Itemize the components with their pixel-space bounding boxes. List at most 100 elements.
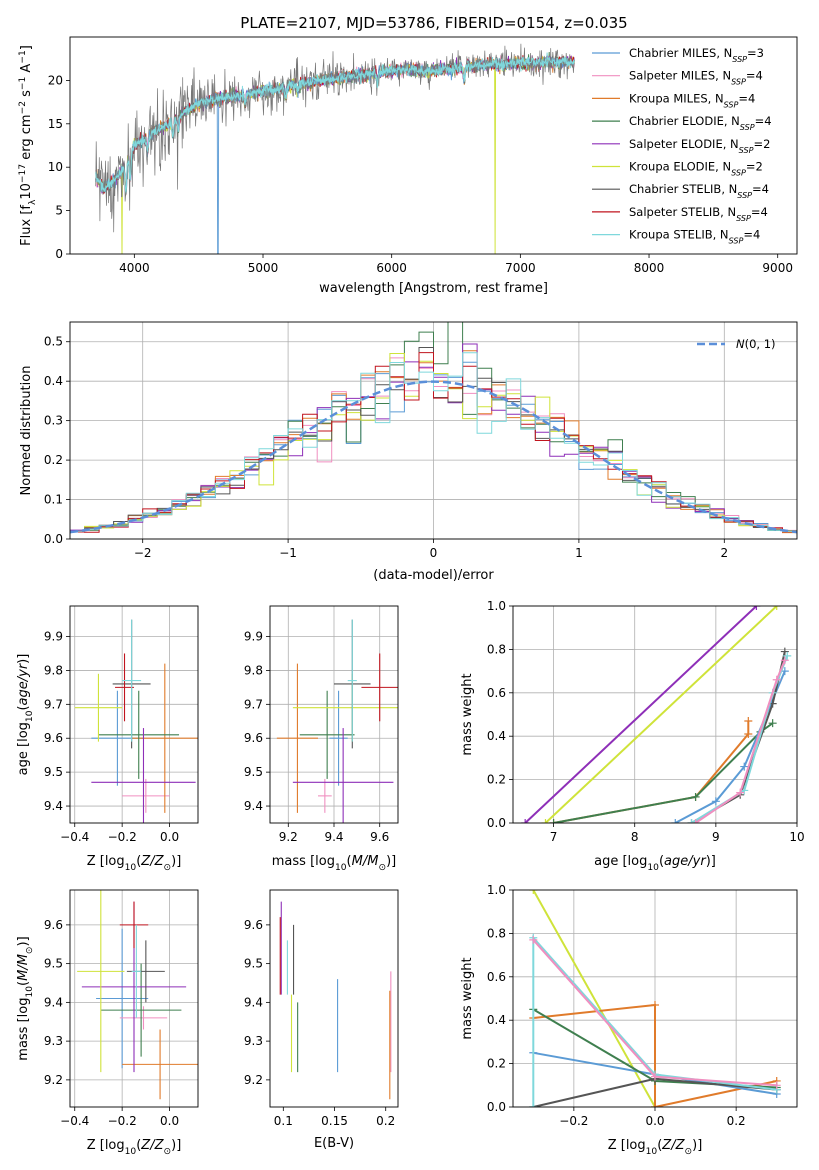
errorbar-chabrier-elodie [100, 963, 182, 1057]
y-axis-label: mass weight [460, 957, 475, 1039]
x-tick-label: 0.15 [321, 1114, 348, 1128]
y-tick-label: 0.2 [487, 773, 506, 787]
series-line [695, 659, 786, 823]
x-tick-label: 0.0 [645, 1114, 664, 1128]
y-tick-label: 9.5 [44, 957, 63, 971]
x-axis-label: (data-model)/error [373, 568, 494, 583]
errorbar-kroupa-miles [122, 1029, 198, 1100]
mass-weight-series-salpeter-miles [691, 656, 789, 823]
errorbar-salpeter-stelib [115, 653, 134, 722]
y-tick-label: 0.6 [487, 970, 506, 984]
errorbar-kroupa-miles [131, 663, 198, 813]
y-tick-label: 9.2 [244, 1073, 263, 1087]
y-axis-label: Normed distribution [19, 366, 34, 496]
plot-area [74, 619, 198, 823]
series-marker [671, 819, 680, 823]
axes-frame: 4000 5000 6000 7000 8000 9000 0 5 10 15 20 waveleng… [18, 36, 798, 296]
axes-frame: 9.2 9.4 9.6 9.4 9.5 9.6 9.7 9.8 9.9 mass [log10(M… [244, 605, 399, 873]
y-tick-label: 9.5 [244, 765, 263, 779]
x-axis-label: age [log10(age/yr)] [594, 854, 716, 873]
y-tick-label: 9.8 [44, 663, 63, 677]
y-tick-label: 9.6 [244, 731, 263, 745]
x-axis-label: Z [log10(Z/Z⊙)] [87, 854, 182, 873]
legend-label: Salpeter STELIB, NSSP=4 [629, 205, 768, 223]
errorbar-kroupa-stelib [347, 619, 357, 742]
plot-area [276, 619, 398, 823]
series-line [690, 655, 789, 823]
y-tick-label: 9.3 [44, 1034, 63, 1048]
x-tick-label: 0.0 [160, 1114, 179, 1128]
axes-border [69, 605, 199, 824]
x-tick-label: −0.2 [108, 830, 137, 844]
y-axis-label: age [log10(age/yr)] [16, 654, 35, 776]
plot-area [279, 901, 392, 1100]
y-axis-label: mass [log10(M/M⊙)] [16, 936, 35, 1060]
y-tick-label: 0.3 [44, 414, 63, 428]
y-tick-label: 0 [55, 247, 63, 261]
y-tick-label: 9.7 [244, 697, 263, 711]
series-marker [687, 819, 696, 823]
x-tick-label: 0.2 [376, 1114, 395, 1128]
y-tick-label: 9.5 [44, 765, 63, 779]
series-marker [541, 819, 550, 823]
grid [513, 605, 798, 824]
plot-area [77, 890, 198, 1100]
errorbar-kroupa-elodie [77, 890, 125, 1073]
panel-massweight_vs_age: 7 8 9 10 0.0 0.2 0.4 0.6 0.8 1.0 age [log10(age/yr… [460, 599, 805, 873]
errorbar-chabrier-miles [96, 928, 149, 1069]
legend-label: Kroupa ELODIE, NSSP=2 [629, 160, 763, 178]
errorbar-salpeter-stelib [119, 901, 149, 949]
x-tick-label: 2 [720, 546, 728, 560]
x-tick-label: 9000 [762, 261, 793, 275]
x-tick-label: −0.4 [60, 1114, 89, 1128]
y-tick-label: 9.2 [44, 1073, 63, 1087]
y-tick-label: 9.5 [244, 957, 263, 971]
panel-residuals: −2 −1 0 1 2 0.0 0.1 0.2 0.3 0.4 0.5 (data-model)/er… [19, 321, 798, 583]
series-marker [521, 819, 530, 823]
x-tick-label: 9.2 [279, 830, 298, 844]
panel-mass_vs_ebv: 0.1 0.15 0.2 9.2 9.3 9.4 9.5 9.6 E(B-V) [244, 889, 399, 1151]
panel-age_vs_mass: 9.2 9.4 9.6 9.4 9.5 9.6 9.7 9.8 9.9 mass [log10(M… [244, 605, 399, 873]
y-tick-label: 0.4 [487, 729, 506, 743]
axes-border [269, 889, 399, 1108]
axes-border [69, 889, 199, 1108]
plot-area [95, 43, 575, 254]
series-marker [711, 797, 720, 806]
y-tick-label: 10 [48, 160, 63, 174]
errorbar-salpeter-stelib [361, 653, 398, 722]
series-line [524, 606, 758, 823]
y-tick-label: 0.4 [487, 1013, 506, 1027]
panels: 4000 5000 6000 7000 8000 900005101520waveleng… [16, 36, 805, 1157]
x-axis-label: Z [log10(Z/Z⊙)] [87, 1138, 182, 1157]
series-marker [768, 719, 777, 728]
x-tick-label: 5000 [248, 261, 279, 275]
x-tick-label: −1 [279, 546, 297, 560]
series-marker [783, 651, 792, 660]
y-tick-label: 9.8 [244, 663, 263, 677]
x-tick-label: 0.2 [727, 1114, 746, 1128]
y-tick-label: 1.0 [487, 883, 506, 897]
y-axis-label: mass weight [460, 673, 475, 755]
x-tick-label: 10 [789, 830, 804, 844]
y-tick-label: 9.4 [244, 995, 263, 1009]
spectrum-legend: Chabrier MILES, NSSP=3 Salpeter MILES, NS… [592, 46, 772, 245]
x-tick-label: 8000 [634, 261, 665, 275]
legend-label: Chabrier STELIB, NSSP=4 [629, 182, 769, 200]
mass-weight-series-salpeter-elodie [521, 606, 761, 823]
figure-title: PLATE=2107, MJD=53786, FIBERID=0154, z=0… [240, 14, 627, 32]
series-line [532, 890, 656, 1107]
x-tick-label: 9.4 [324, 830, 343, 844]
series-marker [772, 675, 781, 684]
errorbar-chabrier-elodie [98, 690, 180, 779]
spectrum-model-kroupa-elodie [95, 56, 575, 254]
errorbar-salpeter-miles [318, 778, 332, 813]
mass-weight-series-salpeter-miles [529, 935, 781, 1090]
x-axis-label: wavelength [Angstrom, rest frame] [319, 281, 548, 296]
y-tick-label: 0.4 [44, 374, 63, 388]
x-tick-label: −2 [134, 546, 152, 560]
series-marker [740, 762, 749, 771]
y-tick-label: 0.8 [487, 642, 506, 656]
series-marker [651, 1103, 659, 1107]
legend-label: Kroupa STELIB, NSSP=4 [629, 228, 760, 246]
